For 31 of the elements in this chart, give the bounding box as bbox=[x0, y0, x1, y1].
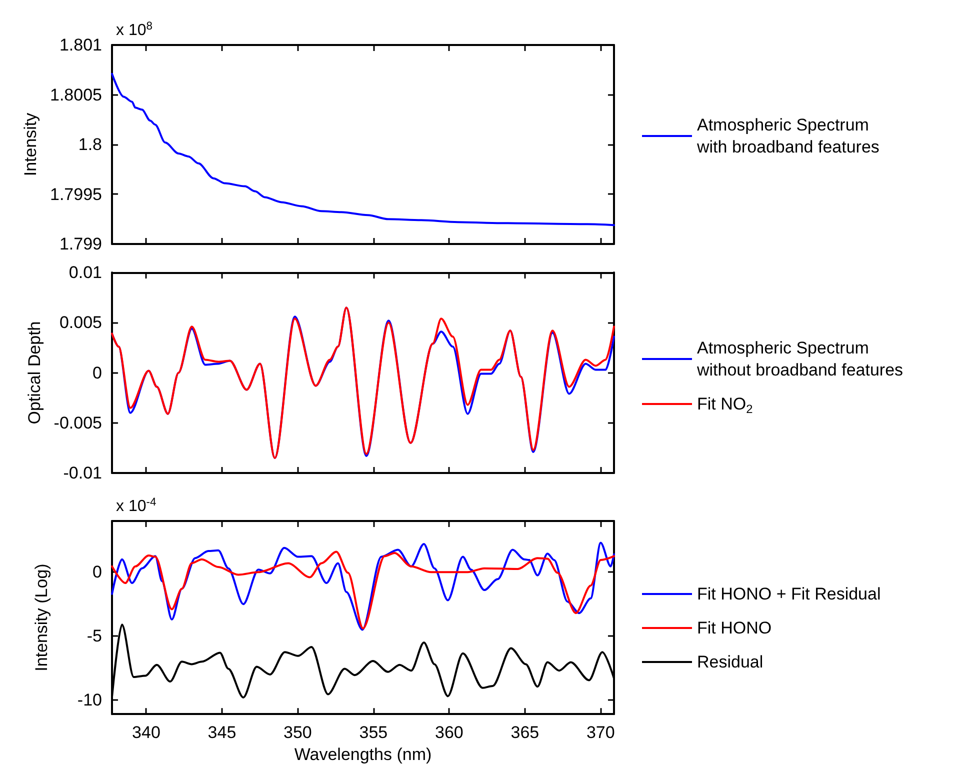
y-tick-label: -0.01 bbox=[63, 464, 102, 482]
x-axis-title: Wavelengths (nm) bbox=[294, 745, 432, 764]
x-tick-label: 345 bbox=[208, 723, 236, 742]
x-tick-label: 350 bbox=[284, 723, 312, 742]
y-axis-title: Optical Depth bbox=[24, 321, 44, 424]
x-tick-label: 360 bbox=[435, 723, 464, 742]
y-tick-label: 0 bbox=[92, 562, 102, 582]
y-tick-label: 0.01 bbox=[68, 263, 102, 282]
y-axis-title: Intensity (Log) bbox=[32, 564, 51, 672]
x-tick-label: 340 bbox=[132, 723, 160, 742]
y-tick-label: 1.801 bbox=[59, 36, 102, 54]
y-tick-label: -0.005 bbox=[54, 413, 102, 432]
y-tick-label: 0.005 bbox=[59, 313, 102, 332]
y-axis-title: Intensity bbox=[21, 112, 40, 176]
y-tick-label: -10 bbox=[77, 690, 102, 710]
y-tick-label: -5 bbox=[86, 626, 102, 646]
line-series bbox=[111, 306, 615, 459]
y-tick-label: 1.799 bbox=[59, 234, 102, 254]
legend-label: Atmospheric Spectrum with broadband features bbox=[696, 116, 880, 156]
line-series bbox=[111, 72, 615, 226]
legend-label: Fit HONO bbox=[697, 618, 772, 638]
y-tick-label: 1.7995 bbox=[50, 184, 102, 204]
y-tick-label: 0 bbox=[92, 363, 102, 382]
legend-label: Fit HONO + Fit Residual bbox=[697, 584, 881, 604]
x-tick-label: 355 bbox=[359, 723, 388, 742]
y-tick-label: 1.8 bbox=[78, 135, 102, 154]
legend-label: Atmospheric Spectrum without broadband features bbox=[696, 338, 904, 380]
x-tick-label: 365 bbox=[510, 723, 540, 742]
y-tick-label: 1.8005 bbox=[50, 85, 102, 104]
legend-label: Residual bbox=[697, 652, 764, 672]
x-tick-label: 370 bbox=[586, 723, 615, 742]
